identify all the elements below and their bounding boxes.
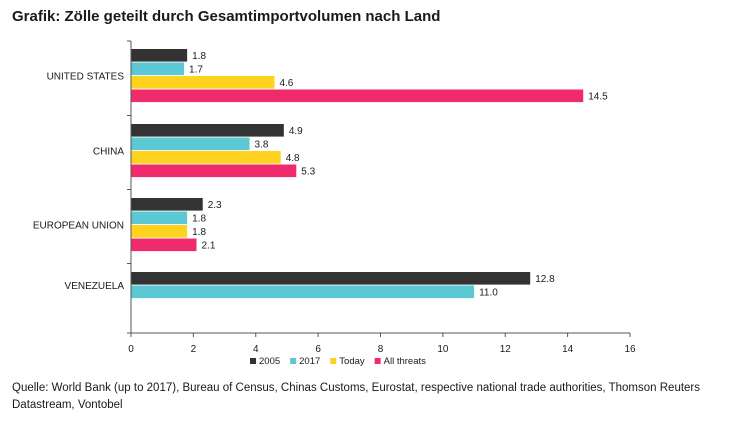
bar-china-today — [131, 151, 281, 164]
data-label: 14.5 — [588, 91, 608, 102]
data-label: 1.7 — [189, 64, 203, 75]
bar-venezuela-2017 — [131, 285, 475, 299]
x-tick-label: 0 — [128, 344, 134, 355]
bar-european-union-today — [131, 225, 188, 238]
bar-china-all-threats — [131, 164, 297, 178]
data-label: 4.9 — [289, 126, 303, 137]
x-tick-label: 10 — [437, 344, 449, 355]
data-label: 2.1 — [201, 240, 215, 251]
category-label: UNITED STATES — [47, 72, 125, 83]
data-label: 5.3 — [301, 166, 315, 177]
data-label: 1.8 — [192, 51, 206, 62]
x-tick-label: 6 — [315, 344, 321, 355]
bar-venezuela-2005 — [131, 272, 531, 285]
x-tick-label: 16 — [624, 344, 636, 355]
x-tick-label: 4 — [253, 344, 259, 355]
legend-label: Today — [339, 356, 365, 367]
legend-swatch — [250, 358, 256, 364]
source-note: Quelle: World Bank (up to 2017), Bureau … — [12, 382, 701, 411]
x-tick-label: 8 — [378, 344, 384, 355]
data-label: 1.8 — [192, 227, 206, 238]
data-label: 4.8 — [286, 153, 300, 164]
bar-china-2017 — [131, 137, 250, 151]
legend-swatch — [374, 358, 381, 364]
bar-european-union-2005 — [131, 198, 203, 211]
bar-china-2005 — [131, 124, 284, 137]
legend-label: All threats — [384, 356, 426, 367]
data-label: 2.3 — [208, 200, 222, 211]
category-label: VENEZUELA — [65, 281, 125, 292]
x-tick-label: 14 — [562, 344, 574, 355]
legend-label: 2005 — [259, 356, 280, 367]
bar-united-states-2017 — [131, 62, 185, 76]
x-tick-label: 2 — [191, 344, 197, 355]
legend-label: 2017 — [299, 356, 320, 367]
data-label: 12.8 — [535, 274, 555, 285]
category-label: EUROPEAN UNION — [33, 221, 124, 232]
x-tick-label: 12 — [500, 344, 512, 355]
bar-united-states-today — [131, 76, 275, 89]
bar-european-union-all-threats — [131, 238, 197, 252]
chart-title: Grafik: Zölle geteilt durch Gesamtimport… — [12, 8, 441, 25]
category-label: CHINA — [93, 147, 124, 158]
legend-swatch — [330, 358, 337, 364]
bar-united-states-2005 — [131, 49, 188, 62]
bar-european-union-2017 — [131, 211, 188, 225]
data-label: 1.8 — [192, 213, 206, 224]
bar-chart: 1.8 1.7 4.6 14.5 UNITED STATES 4.9 3.8 4.85.3 CH… — [33, 40, 636, 367]
legend-swatch — [290, 358, 297, 364]
bar-united-states-all-threats — [131, 89, 584, 103]
data-label: 3.8 — [255, 139, 269, 150]
data-label: 4.6 — [279, 78, 293, 89]
data-label: 11.0 — [479, 287, 498, 298]
